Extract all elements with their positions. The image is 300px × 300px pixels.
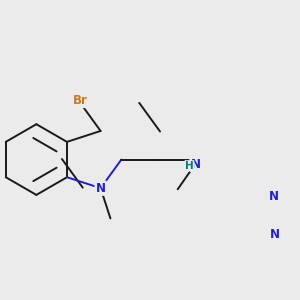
Text: Br: Br — [73, 94, 88, 107]
Text: N: N — [190, 158, 201, 171]
Text: N: N — [270, 228, 280, 241]
Text: N: N — [269, 190, 279, 203]
Text: H: H — [185, 161, 194, 171]
Text: N: N — [96, 182, 106, 195]
